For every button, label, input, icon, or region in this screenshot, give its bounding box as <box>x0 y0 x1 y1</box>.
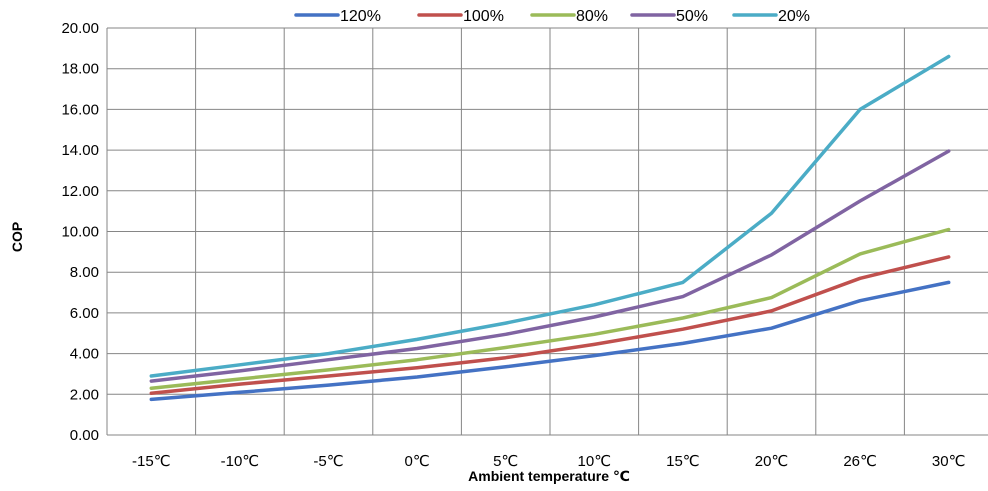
x-tick-label: 15℃ <box>666 453 700 470</box>
x-tick-label: 5℃ <box>493 453 518 470</box>
y-axis-title: COP <box>9 222 25 252</box>
series-line-80pct <box>149 227 951 390</box>
legend-label: 20% <box>778 8 810 25</box>
y-tick-label: 10.00 <box>61 224 99 241</box>
series-line-50pct <box>149 149 951 383</box>
series <box>149 54 951 402</box>
legend-label: 120% <box>340 8 381 25</box>
x-tick-label: 20℃ <box>755 453 789 470</box>
x-tick-label: 26℃ <box>843 453 877 470</box>
legend: 120% 100% 80% 50% 20% <box>294 8 810 25</box>
y-tick-label: 16.00 <box>61 101 99 118</box>
y-tick-label: 4.00 <box>70 346 99 363</box>
legend-label: 50% <box>676 8 708 25</box>
grid <box>106 27 988 436</box>
y-tick-label: 0.00 <box>70 427 99 444</box>
y-tick-label: 8.00 <box>70 264 99 281</box>
y-tick-label: 18.00 <box>61 61 99 78</box>
y-tick-label: 14.00 <box>61 142 99 159</box>
series-line-100pct <box>149 255 951 396</box>
series-line-120pct <box>149 280 951 402</box>
x-tick-label: -15℃ <box>132 453 171 470</box>
legend-label: 80% <box>576 8 608 25</box>
x-tick-label: -5℃ <box>313 453 343 470</box>
y-tick-label: 12.00 <box>61 183 99 200</box>
x-tick-label: 30℃ <box>932 453 966 470</box>
y-tick-label: 20.00 <box>61 20 99 37</box>
y-tick-label: 2.00 <box>70 386 99 403</box>
x-axis-title: Ambient temperature ℃ <box>468 468 630 484</box>
y-tick-label: 6.00 <box>70 305 99 322</box>
x-tick-label: 10℃ <box>578 453 612 470</box>
x-tick-label: 0℃ <box>404 453 429 470</box>
axes: 0.00 2.00 4.00 6.00 8.00 10.00 12.00 14.00 16.00… <box>61 20 965 470</box>
legend-label: 100% <box>463 8 504 25</box>
series-line-20pct <box>149 54 951 378</box>
x-tick-label: -10℃ <box>221 453 260 470</box>
